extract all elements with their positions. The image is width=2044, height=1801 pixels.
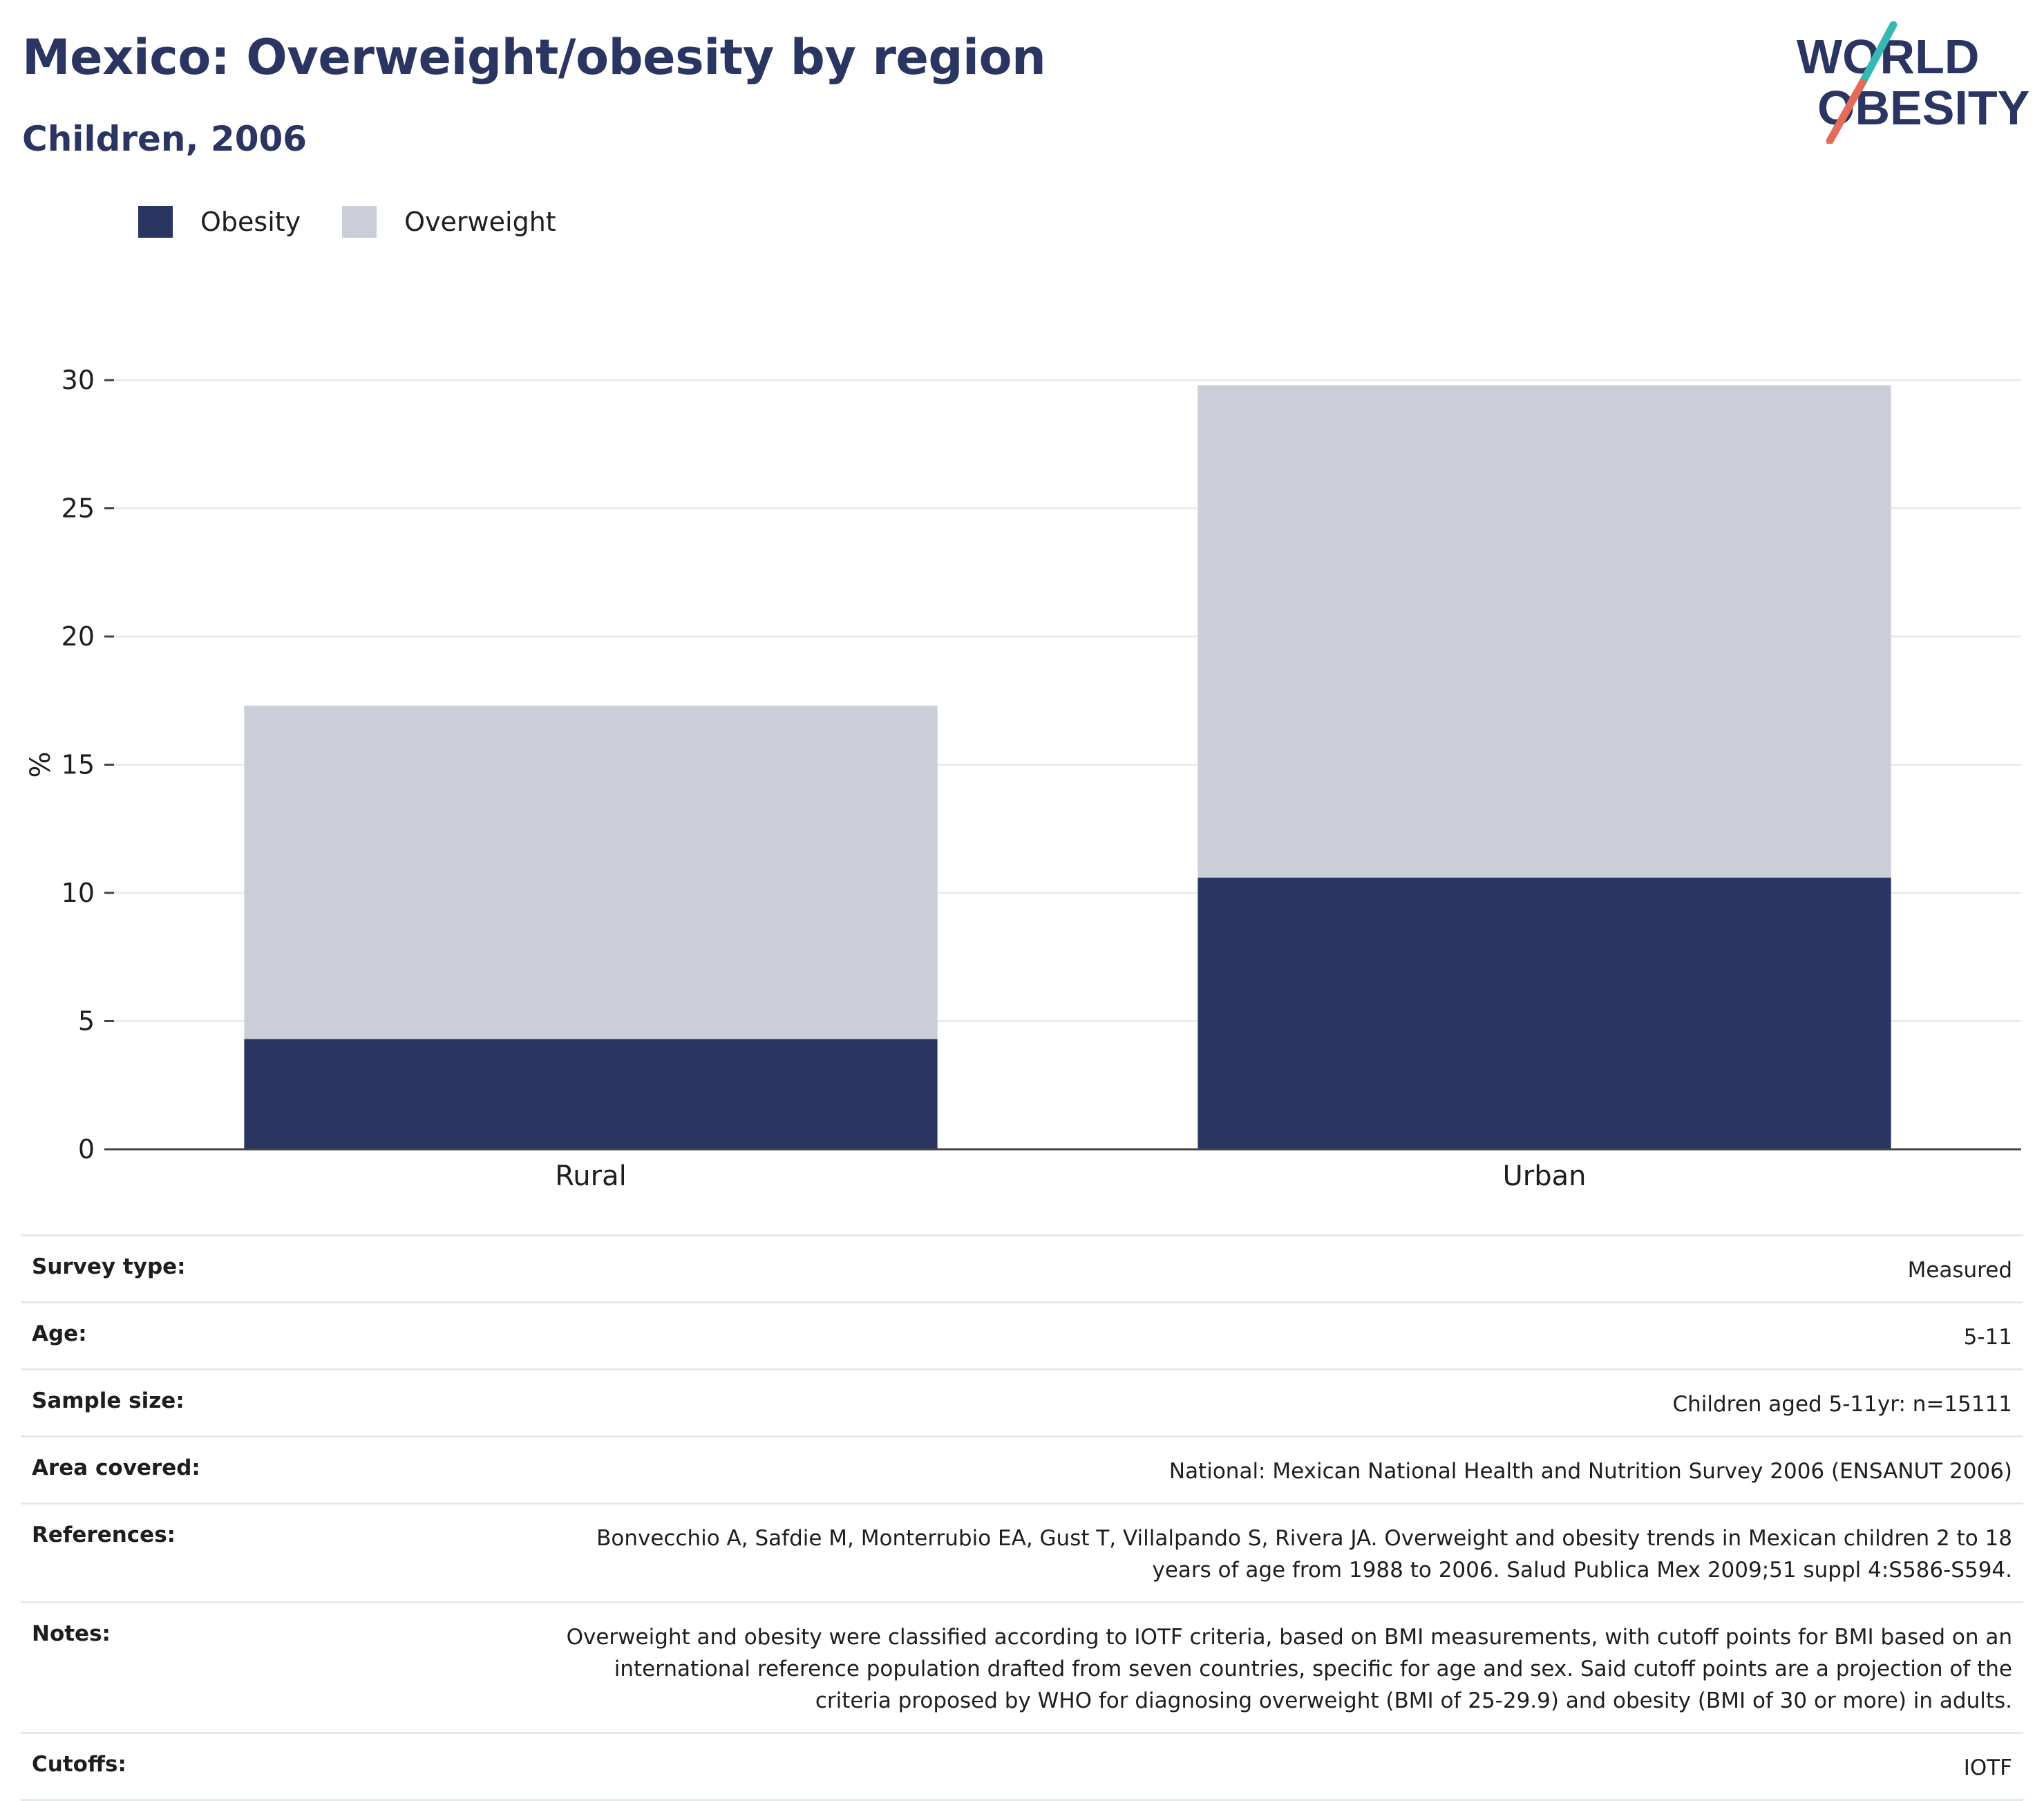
bar-obesity-urban bbox=[1198, 877, 1891, 1149]
meta-value: Children aged 5-11yr: n=15111 bbox=[1672, 1392, 2012, 1417]
meta-value: Overweight and obesity were classified a… bbox=[566, 1625, 2012, 1713]
meta-value: 5-11 bbox=[1963, 1325, 2012, 1350]
legend-item-overweight[interactable]: Overweight bbox=[342, 206, 556, 238]
meta-value: National: Mexican National Health and Nu… bbox=[1168, 1459, 2012, 1484]
bar-overweight-rural bbox=[244, 706, 938, 1039]
world-obesity-logo: WORLD OBESITY bbox=[1797, 21, 2029, 144]
logo-slash-top bbox=[1858, 21, 1898, 87]
meta-row-notes: Notes: Overweight and obesity were class… bbox=[21, 1601, 2023, 1732]
meta-row-references: References: Bonvecchio A, Safdie M, Mont… bbox=[21, 1502, 2023, 1601]
legend-item-obesity[interactable]: Obesity bbox=[138, 206, 301, 238]
legend-swatch-overweight bbox=[342, 206, 377, 238]
meta-label: Area covered: bbox=[32, 1455, 200, 1480]
logo-slash-bottom bbox=[1826, 79, 1866, 144]
legend-label-obesity: Obesity bbox=[200, 207, 301, 237]
svg-text:OBESITY: OBESITY bbox=[1817, 81, 2029, 135]
meta-row-sample-size: Sample size: Children aged 5-11yr: n=151… bbox=[21, 1368, 2023, 1435]
chart-legend: Obesity Overweight bbox=[138, 206, 598, 238]
y-tick-label: 30 bbox=[61, 365, 95, 395]
legend-label-overweight: Overweight bbox=[404, 207, 556, 237]
survey-metadata-table: Survey type: Measured Age: 5-11 Sample s… bbox=[21, 1234, 2023, 1801]
page-subtitle: Children, 2006 bbox=[22, 119, 307, 159]
meta-row-survey-type: Survey type: Measured bbox=[21, 1234, 2023, 1301]
meta-label: Notes: bbox=[32, 1621, 111, 1646]
meta-row-age: Age: 5-11 bbox=[21, 1301, 2023, 1368]
y-tick-label: 20 bbox=[61, 621, 95, 652]
meta-value: Bonvecchio A, Safdie M, Monterrubio EA, … bbox=[596, 1526, 2012, 1583]
y-tick-label: 15 bbox=[61, 750, 95, 780]
y-tick-label: 10 bbox=[61, 878, 95, 908]
meta-row-cutoffs: Cutoffs: IOTF bbox=[21, 1732, 2023, 1801]
meta-label: Survey type: bbox=[32, 1254, 186, 1279]
meta-row-area-covered: Area covered: National: Mexican National… bbox=[21, 1435, 2023, 1502]
x-tick-label: Urban bbox=[1503, 1160, 1587, 1192]
meta-label: Sample size: bbox=[32, 1388, 184, 1413]
bar-obesity-rural bbox=[244, 1039, 938, 1149]
meta-value: Measured bbox=[1907, 1258, 2012, 1283]
y-axis-label: % bbox=[25, 751, 57, 777]
y-tick-label: 5 bbox=[78, 1006, 95, 1037]
legend-swatch-obesity bbox=[138, 206, 173, 238]
stacked-bar-chart: 0 5 10 15 20 25 30% Rural Urban bbox=[25, 365, 2021, 1192]
page-title: Mexico: Overweight/obesity by region bbox=[22, 29, 1046, 86]
meta-label: References: bbox=[32, 1522, 176, 1547]
bar-overweight-urban bbox=[1198, 385, 1891, 878]
meta-label: Age: bbox=[32, 1321, 87, 1346]
meta-label: Cutoffs: bbox=[32, 1752, 126, 1777]
y-tick-label: 25 bbox=[61, 493, 95, 524]
x-tick-label: Rural bbox=[555, 1160, 626, 1192]
y-tick-label: 0 bbox=[78, 1134, 95, 1164]
meta-value: IOTF bbox=[1963, 1755, 2012, 1780]
